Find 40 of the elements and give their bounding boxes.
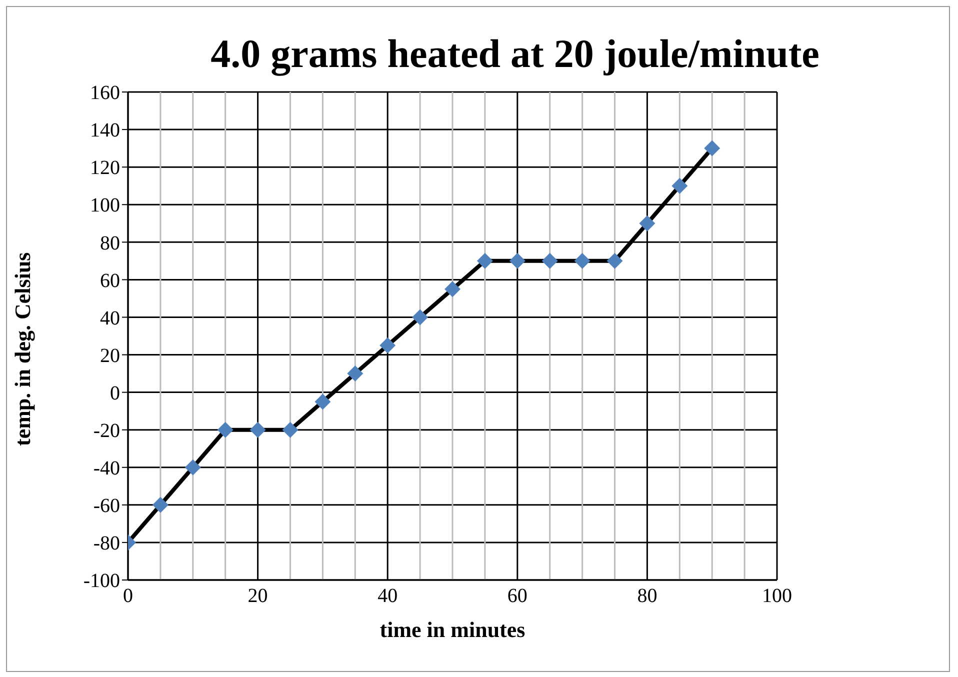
point	[672, 178, 688, 194]
point	[542, 252, 558, 269]
point	[380, 337, 396, 354]
y-tick-label: 80	[100, 232, 120, 254]
x-axis-title: time in minutes	[380, 617, 526, 642]
point	[412, 309, 428, 326]
x-tick-label: 100	[762, 585, 792, 608]
point	[444, 281, 460, 298]
x-tick-label: 60	[507, 585, 528, 608]
point	[476, 252, 493, 269]
point	[282, 422, 298, 438]
x-tick-label: 80	[637, 585, 658, 608]
y-axis-title: temp. in deg. Celsius	[10, 252, 35, 446]
point	[314, 394, 331, 410]
y-tick-label: -100	[83, 570, 120, 592]
y-tick-label: 60	[100, 270, 120, 292]
point	[606, 252, 623, 269]
y-tick-label: 100	[90, 194, 120, 217]
point	[152, 496, 168, 513]
point	[347, 366, 364, 382]
y-tick-label: -80	[93, 532, 120, 555]
point	[574, 252, 590, 269]
point	[184, 459, 201, 476]
point	[704, 140, 720, 156]
y-tick-label: 20	[100, 344, 120, 367]
x-tick-label: 20	[248, 585, 268, 608]
point	[250, 422, 266, 438]
y-tick-label: 120	[90, 157, 120, 180]
y-tick-label: 0	[110, 382, 120, 404]
y-tick-label: -60	[93, 495, 120, 518]
y-tick-label: 140	[90, 120, 120, 142]
y-tick-label: 160	[90, 82, 120, 104]
y-tick-label: 40	[100, 307, 120, 330]
point	[509, 252, 526, 269]
point	[217, 422, 234, 438]
y-tick-label: -20	[93, 420, 120, 442]
x-tick-label: 40	[378, 585, 398, 608]
y-tick-label: -40	[93, 457, 120, 480]
point	[639, 215, 656, 232]
chart-title: 4.0 grams heated at 20 joule/minute	[210, 30, 820, 77]
